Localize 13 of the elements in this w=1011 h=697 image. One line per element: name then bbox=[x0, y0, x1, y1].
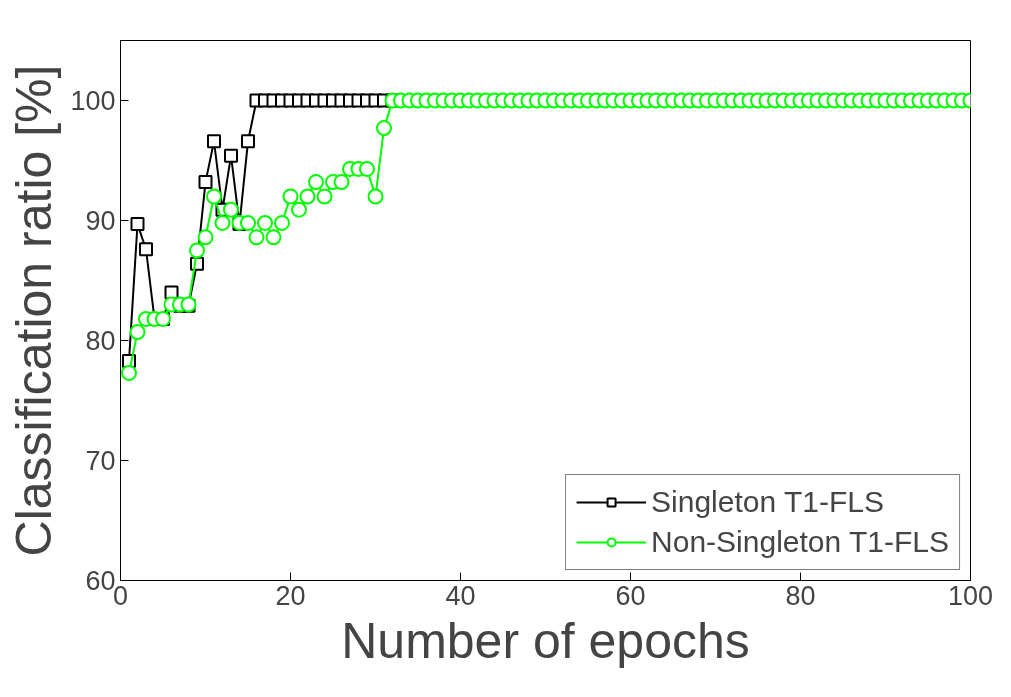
legend-label: Non-Singleton T1-FLS bbox=[651, 525, 949, 559]
y-tick-label: 80 bbox=[85, 326, 116, 356]
y-tick-label: 100 bbox=[70, 86, 116, 116]
y-tick-label: 90 bbox=[85, 206, 116, 236]
y-axis-title: Classification ratio [%] bbox=[6, 64, 63, 557]
x-axis-title: Number of epochs bbox=[341, 612, 750, 669]
legend-label: Singleton T1-FLS bbox=[651, 485, 884, 519]
x-tick-label: 60 bbox=[615, 580, 646, 611]
y-tick-label: 70 bbox=[85, 446, 116, 476]
x-tick-label: 100 bbox=[947, 580, 994, 611]
x-tick-label: 80 bbox=[785, 580, 816, 611]
x-tick-label: 20 bbox=[275, 580, 306, 611]
x-tick-label: 40 bbox=[445, 580, 476, 611]
